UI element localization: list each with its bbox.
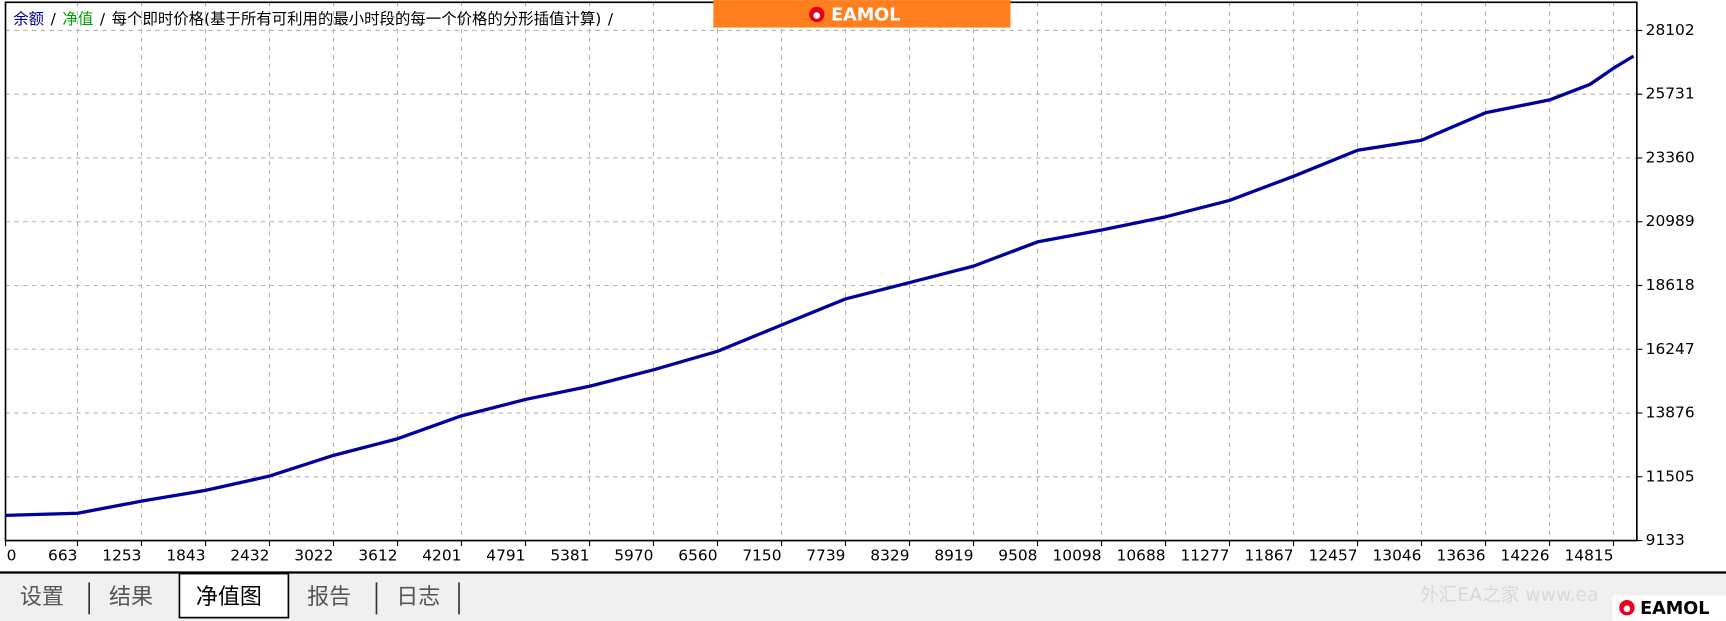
tab[interactable]: 净值图 — [196, 585, 262, 610]
banner — [713, 0, 1011, 28]
x-tick-label: 13636 — [1437, 546, 1486, 564]
tab[interactable]: 结果 — [109, 585, 153, 610]
series-layer — [5, 54, 1635, 518]
legend-entry: 每个即时价格(基于所有可利用的最小时段的每一个价格的分形插值计算) — [112, 8, 602, 27]
x-tick-label: 11867 — [1245, 546, 1294, 564]
equity-line — [5, 54, 1635, 518]
y-tick-label: 23360 — [1646, 148, 1695, 166]
tab[interactable]: 设置 — [20, 585, 64, 610]
x-tick-label: 7150 — [742, 546, 781, 564]
corner-logo: EAMOL — [1640, 599, 1709, 619]
x-tick-label: 12457 — [1309, 546, 1358, 564]
x-tick-label: 0 — [7, 546, 17, 564]
tab-active-bg — [178, 572, 290, 619]
x-tick-label: 7739 — [806, 546, 845, 564]
x-tick-label: 14815 — [1564, 546, 1613, 564]
x-tick-label: 11277 — [1180, 546, 1229, 564]
legend: 余额 / 净值 / 每个即时价格(基于所有可利用的最小时段的每一个价格的分形插值计算) / — [13, 8, 614, 27]
x-tick-label: 14226 — [1501, 546, 1550, 564]
x-tick-label: 3022 — [294, 546, 333, 564]
x-tick-label: 10688 — [1117, 546, 1166, 564]
y-tick-label: 18618 — [1646, 276, 1695, 294]
legend-separator: / — [100, 9, 106, 27]
x-tick-label: 8919 — [934, 546, 973, 564]
x-tick-label: 8329 — [870, 546, 909, 564]
x-tick-label: 5970 — [614, 546, 653, 564]
x-tick-label: 3612 — [358, 546, 397, 564]
y-tick-label: 28102 — [1646, 21, 1695, 39]
watermark: 外汇EA之家 www.ea — [1420, 585, 1598, 606]
corner-logo-icon-dot — [1623, 605, 1631, 613]
x-tick-label: 10098 — [1053, 546, 1102, 564]
grid — [4, 2, 1637, 542]
x-tick-label: 9508 — [998, 546, 1037, 564]
x-tick-label: 4201 — [422, 546, 461, 564]
x-tick-label: 6560 — [678, 546, 717, 564]
tab[interactable]: 报告 — [307, 585, 351, 610]
x-tick-label: 663 — [48, 546, 77, 564]
legend-entry: 余额 — [13, 8, 44, 27]
x-tick-label: 4791 — [486, 546, 525, 564]
banner-logo: EAMOL — [831, 5, 900, 25]
x-tick-label: 1843 — [166, 546, 205, 564]
y-tick-label: 16247 — [1646, 340, 1695, 358]
y-tick-label: 11505 — [1646, 467, 1695, 485]
tabs: 设置 结果 净值图 报告 日志 — [20, 572, 460, 619]
y-tick-label: 20989 — [1646, 212, 1695, 230]
x-tick-label: 5381 — [550, 546, 589, 564]
legend-entry: 净值 — [62, 9, 93, 27]
y-tick-label: 13876 — [1646, 404, 1695, 422]
legend-separator: / — [51, 9, 57, 27]
y-tick-label: 9133 — [1646, 531, 1685, 549]
legend-separator: / — [608, 9, 614, 27]
x-tick-label: 13046 — [1372, 546, 1421, 564]
x-tick-label: 2432 — [230, 546, 269, 564]
banner-logo-icon-dot — [813, 12, 821, 19]
tab[interactable]: 日志 — [396, 585, 440, 610]
y-tick-label: 25731 — [1646, 85, 1695, 103]
x-tick-label: 1253 — [102, 546, 141, 564]
